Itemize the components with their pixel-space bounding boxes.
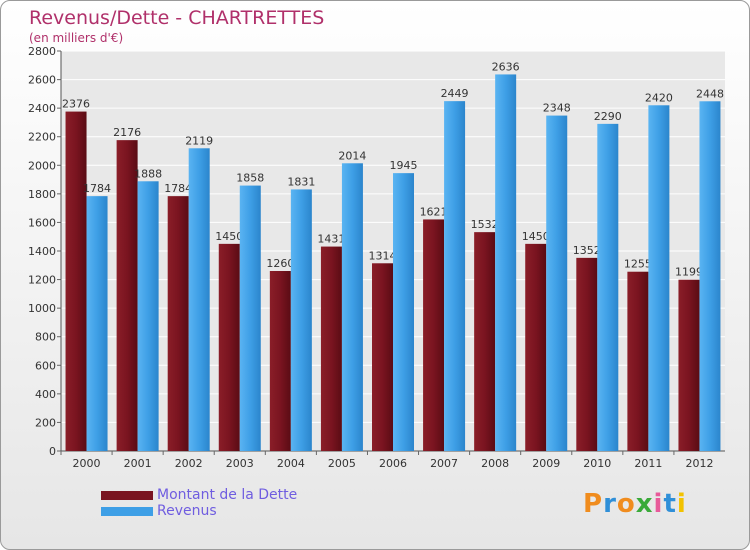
x-tick-label: 2010	[583, 457, 611, 470]
data-label-revenus: 1888	[134, 167, 162, 180]
bar-revenus	[290, 189, 312, 451]
bar-dette	[65, 111, 87, 452]
data-label-revenus: 1784	[83, 182, 111, 195]
data-label-dette: 1255	[624, 258, 652, 271]
data-label-revenus: 2636	[492, 60, 520, 73]
y-tick-label: 2200	[28, 131, 56, 144]
y-tick-label: 2800	[28, 45, 56, 58]
y-tick-label: 800	[35, 331, 56, 344]
legend: Montant de la Dette Revenus	[101, 487, 297, 519]
x-tick-label: 2003	[226, 457, 254, 470]
legend-item-dette: Montant de la Dette	[101, 487, 297, 503]
x-tick-label: 2011	[634, 457, 662, 470]
bar-revenus	[86, 196, 108, 451]
bar-revenus	[444, 101, 466, 452]
data-label-revenus: 2448	[696, 87, 724, 100]
data-label-dette: 1450	[522, 230, 550, 243]
bar-revenus	[546, 115, 568, 452]
x-tick-label: 2005	[328, 457, 356, 470]
bar-dette	[116, 140, 138, 451]
y-tick-label: 200	[35, 416, 56, 429]
bar-dette	[678, 279, 700, 451]
x-tick-label: 2004	[277, 457, 305, 470]
data-label-dette: 1199	[675, 266, 703, 279]
data-label-dette: 1260	[266, 257, 294, 270]
legend-label-dette: Montant de la Dette	[157, 487, 298, 503]
legend-swatch-revenus	[101, 506, 153, 516]
data-label-revenus: 2348	[543, 102, 571, 115]
legend-label-revenus: Revenus	[157, 503, 217, 519]
y-tick-label: 600	[35, 359, 56, 372]
y-tick-label: 1800	[28, 188, 56, 201]
bar-revenus	[341, 163, 363, 452]
y-tick-label: 400	[35, 388, 56, 401]
y-tick-label: 0	[49, 445, 56, 458]
data-label-revenus: 2420	[645, 91, 673, 104]
y-tick-label: 1200	[28, 274, 56, 287]
y-tick-label: 1000	[28, 302, 56, 315]
data-label-dette: 1352	[573, 244, 601, 257]
data-label-revenus: 2290	[594, 110, 622, 123]
y-tick-label: 2400	[28, 102, 56, 115]
logo-letter: r	[603, 489, 617, 519]
data-label-dette: 1450	[215, 230, 243, 243]
data-label-dette: 1431	[317, 233, 345, 246]
x-tick-label: 2001	[124, 457, 152, 470]
logo-letter: x	[635, 489, 654, 519]
data-label-dette: 1621	[420, 205, 448, 218]
x-tick-label: 2009	[532, 457, 560, 470]
x-tick-label: 2006	[379, 457, 407, 470]
data-label-dette: 1532	[471, 218, 499, 231]
y-tick-label: 1600	[28, 216, 56, 229]
logo-letter: o	[616, 489, 636, 519]
x-tick-label: 2012	[685, 457, 713, 470]
bar-dette	[218, 243, 240, 451]
bar-revenus	[393, 173, 414, 451]
bar-revenus	[495, 74, 517, 451]
data-label-revenus: 2014	[338, 149, 366, 162]
bar-dette	[167, 196, 189, 451]
data-label-dette: 2176	[113, 126, 141, 139]
bar-dette	[320, 246, 342, 451]
chart-subtitle: (en milliers d'€)	[29, 31, 124, 45]
data-label-revenus: 1945	[390, 159, 418, 172]
bar-dette	[372, 263, 393, 451]
bar-dette	[423, 219, 445, 451]
proxiti-logo: Proxiti	[583, 489, 687, 519]
data-label-dette: 1314	[369, 249, 397, 262]
bar-revenus	[239, 185, 261, 452]
x-tick-label: 2007	[430, 457, 458, 470]
bar-dette	[269, 271, 291, 451]
data-label-dette: 2376	[62, 98, 90, 111]
bar-revenus	[188, 148, 210, 452]
y-tick-label: 1400	[28, 245, 56, 258]
bar-revenus	[137, 181, 159, 452]
data-label-revenus: 2119	[185, 134, 213, 147]
bar-dette	[576, 257, 598, 451]
chart-title: Revenus/Dette - CHARTRETTES	[29, 7, 325, 29]
logo-letter: i	[676, 489, 687, 519]
legend-item-revenus: Revenus	[101, 503, 297, 519]
x-tick-label: 2002	[175, 457, 203, 470]
bar-dette	[627, 271, 649, 451]
bar-dette	[474, 232, 496, 451]
logo-letter: P	[583, 489, 604, 519]
data-label-dette: 1784	[164, 182, 192, 195]
logo-letter: i	[653, 489, 664, 519]
y-tick-label: 2600	[28, 74, 56, 87]
data-label-revenus: 1831	[287, 175, 315, 188]
x-tick-label: 2008	[481, 457, 509, 470]
bar-revenus	[597, 123, 619, 451]
x-tick-label: 2000	[73, 457, 101, 470]
bar-dette	[525, 243, 547, 451]
data-label-revenus: 1858	[236, 172, 264, 185]
data-label-revenus: 2449	[441, 87, 469, 100]
legend-swatch-dette	[101, 490, 153, 500]
y-tick-label: 2000	[28, 159, 56, 172]
logo-letter: t	[663, 489, 677, 519]
bar-revenus	[648, 105, 670, 452]
bar-revenus	[699, 101, 721, 452]
